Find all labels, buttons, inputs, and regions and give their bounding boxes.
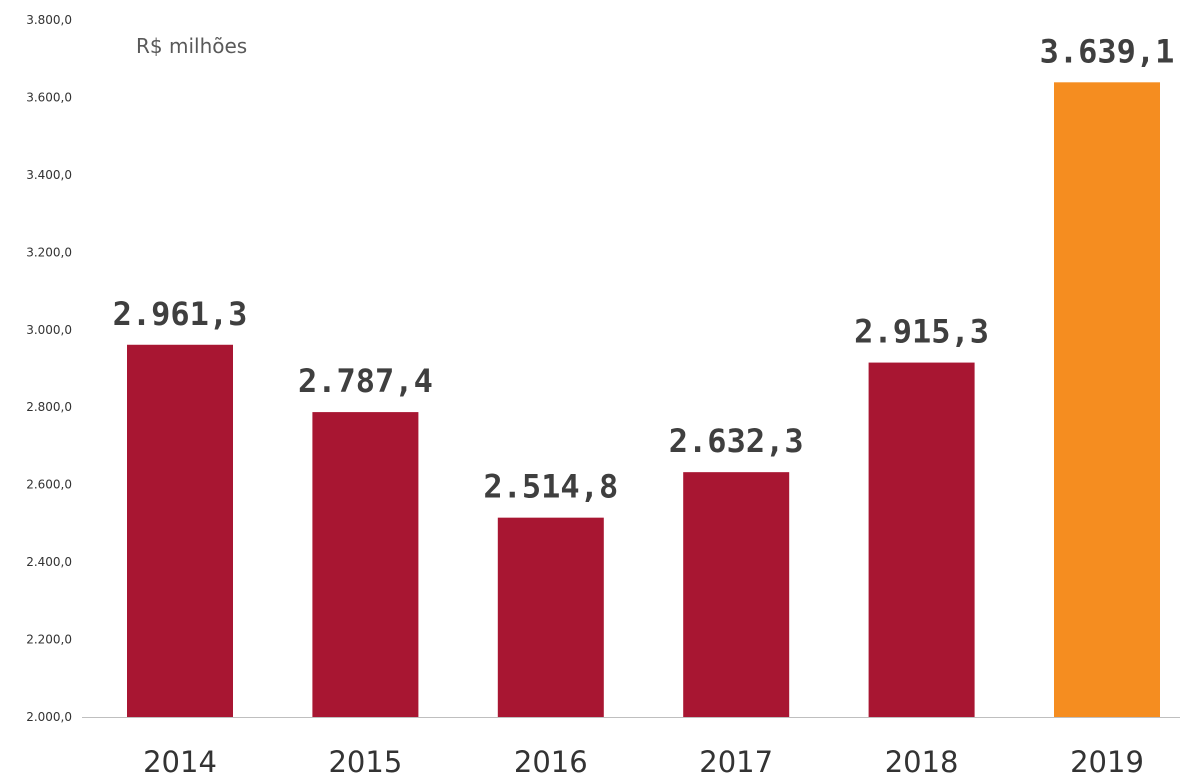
- y-tick-label: 2.600,0: [26, 478, 72, 492]
- bar-2018: [868, 362, 975, 717]
- y-tick-label: 2.400,0: [26, 555, 72, 569]
- data-label: 2.915,3: [854, 313, 989, 351]
- data-label: 2.632,3: [669, 422, 804, 460]
- data-label: 2.514,8: [483, 468, 618, 506]
- y-tick-label: 2.200,0: [26, 633, 72, 647]
- y-tick-label: 3.800,0: [26, 13, 72, 27]
- unit-label: R$ milhões: [136, 34, 247, 58]
- y-tick-label: 3.600,0: [26, 90, 72, 104]
- x-tick-label: 2016: [514, 745, 588, 779]
- bars: [127, 82, 1160, 717]
- bar-2016: [497, 517, 604, 717]
- x-tick-label: 2015: [328, 745, 402, 779]
- data-label: 3.639,1: [1040, 32, 1175, 70]
- y-tick-label: 2.800,0: [26, 400, 72, 414]
- bar-2017: [683, 472, 790, 717]
- bar-2019: [1054, 82, 1160, 717]
- y-tick-label: 2.000,0: [26, 710, 72, 724]
- data-label: 2.787,4: [298, 362, 433, 400]
- y-tick-label: 3.000,0: [26, 323, 72, 337]
- y-tick-label: 3.400,0: [26, 168, 72, 182]
- x-tick-label: 2014: [143, 745, 217, 779]
- y-axis-ticks: 2.000,0 2.200,0 2.400,0 2.600,0 2.800,0 3.000…: [26, 13, 72, 724]
- x-tick-label: 2019: [1070, 745, 1144, 779]
- x-tick-label: 2018: [885, 745, 959, 779]
- data-labels: 2.961,3 2.787,4 2.514,8 2.632,3 2.915,3 3.639…: [113, 32, 1175, 505]
- y-tick-label: 3.200,0: [26, 245, 72, 259]
- x-axis-ticks: 2014 2015 2016 2017 2018 2019: [143, 745, 1144, 779]
- x-tick-label: 2017: [699, 745, 773, 779]
- bar-2015: [312, 412, 419, 717]
- data-label: 2.961,3: [113, 295, 248, 333]
- bar-2014: [127, 344, 233, 717]
